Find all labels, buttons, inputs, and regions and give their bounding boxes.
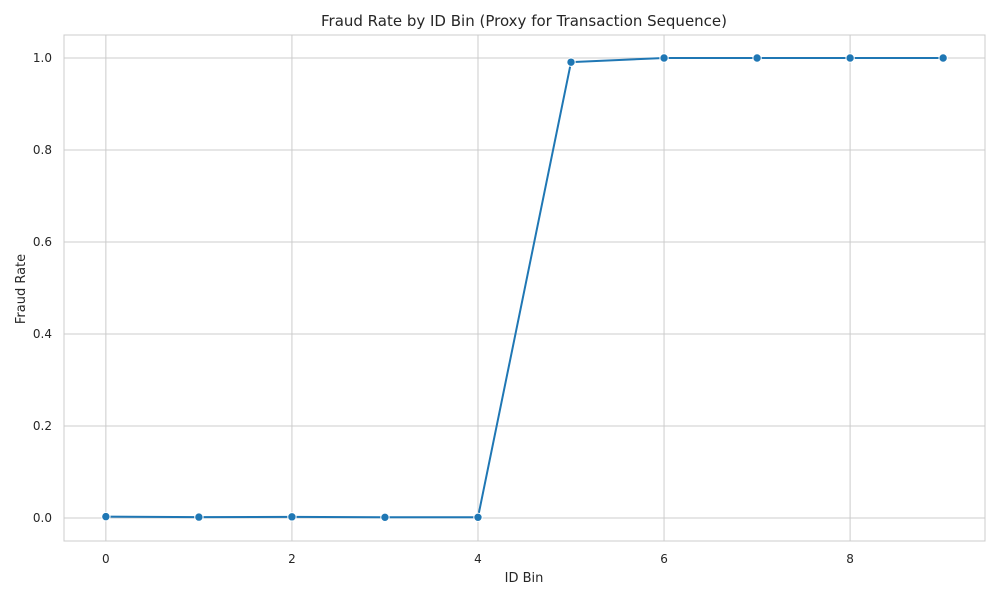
data-point [194,512,204,522]
series-line [104,57,945,519]
x-tick-label: 8 [846,552,854,566]
chart-title: Fraud Rate by ID Bin (Proxy for Transact… [321,12,727,30]
y-tick-label: 0.8 [33,143,52,157]
data-point [659,53,669,63]
x-tick-label: 0 [102,552,110,566]
data-point [380,512,390,523]
data-point [287,512,297,522]
y-tick-label: 0.0 [33,511,52,525]
y-tick-label: 0.4 [33,327,52,341]
x-tick-label: 2 [288,552,296,566]
series-layer [101,53,948,523]
data-point [473,512,483,523]
y-tick-label: 0.6 [33,235,52,249]
data-point [566,57,576,67]
data-point [101,511,111,522]
tick-labels: 0 2 4 6 8 0.0 0.2 0.4 0.6 0.8 1.0 [33,51,854,566]
y-tick-label: 1.0 [33,51,52,65]
y-axis-label: Fraud Rate [14,254,29,324]
y-tick-label: 0.2 [33,419,52,433]
data-point [845,53,855,63]
data-point [752,53,762,63]
x-axis-label: ID Bin [505,571,544,586]
x-tick-label: 4 [474,552,482,566]
data-point [938,53,948,63]
plot-frame [63,34,986,542]
x-tick-label: 6 [660,552,668,566]
